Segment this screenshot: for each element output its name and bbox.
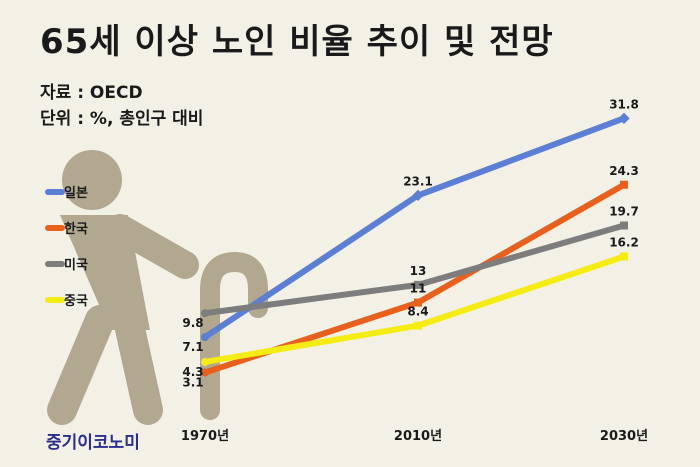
data-label-4-1: 4.3: [182, 365, 203, 379]
data-label-1-3: 31.8: [609, 97, 639, 111]
data-point-3-2: [414, 280, 422, 289]
data-point-2-2: [414, 298, 422, 307]
data-point-4-2: [414, 321, 422, 330]
x-tick-label-2: 2010년: [394, 429, 442, 444]
data-label-1-1: 7.1: [182, 340, 203, 354]
data-label-2-2: 11: [410, 282, 427, 296]
data-label-3-1: 9.8: [182, 316, 203, 330]
data-point-2-3: [620, 180, 628, 189]
data-label-1-2: 23.1: [403, 174, 433, 188]
data-label-2-3: 24.3: [609, 164, 639, 178]
x-tick-label-1: 1970년: [181, 429, 229, 444]
data-point-1-1: [201, 333, 209, 342]
x-tick-label-3: 2030년: [600, 429, 648, 444]
data-point-4-3: [620, 252, 628, 261]
data-label-3-2: 13: [410, 264, 427, 278]
legend-label-4: 중국: [64, 294, 88, 309]
data-point-4-1: [201, 357, 209, 366]
unit-note: 단위 : %, 총인구 대비: [40, 109, 204, 129]
data-point-3-1: [201, 309, 209, 318]
legend-label-3: 미국: [64, 257, 88, 273]
brand-logo-text: 중기이코노미: [46, 433, 140, 453]
legend-label-1: 일본: [64, 186, 88, 201]
data-point-3-3: [620, 221, 628, 230]
data-point-2-1: [201, 368, 209, 377]
data-label-4-2: 8.4: [407, 305, 428, 319]
data-label-2-1: 3.1: [182, 376, 203, 390]
source-note: 자료 : OECD: [40, 83, 143, 103]
chart-title: 65세 이상 노인 비율 추이 및 전망: [40, 22, 554, 62]
legend-label-2: 한국: [64, 221, 88, 237]
data-point-1-2: [412, 189, 424, 202]
elderly-person-icon: [47, 150, 268, 425]
data-label-4-3: 16.2: [609, 236, 639, 250]
data-label-3-3: 19.7: [609, 205, 639, 219]
